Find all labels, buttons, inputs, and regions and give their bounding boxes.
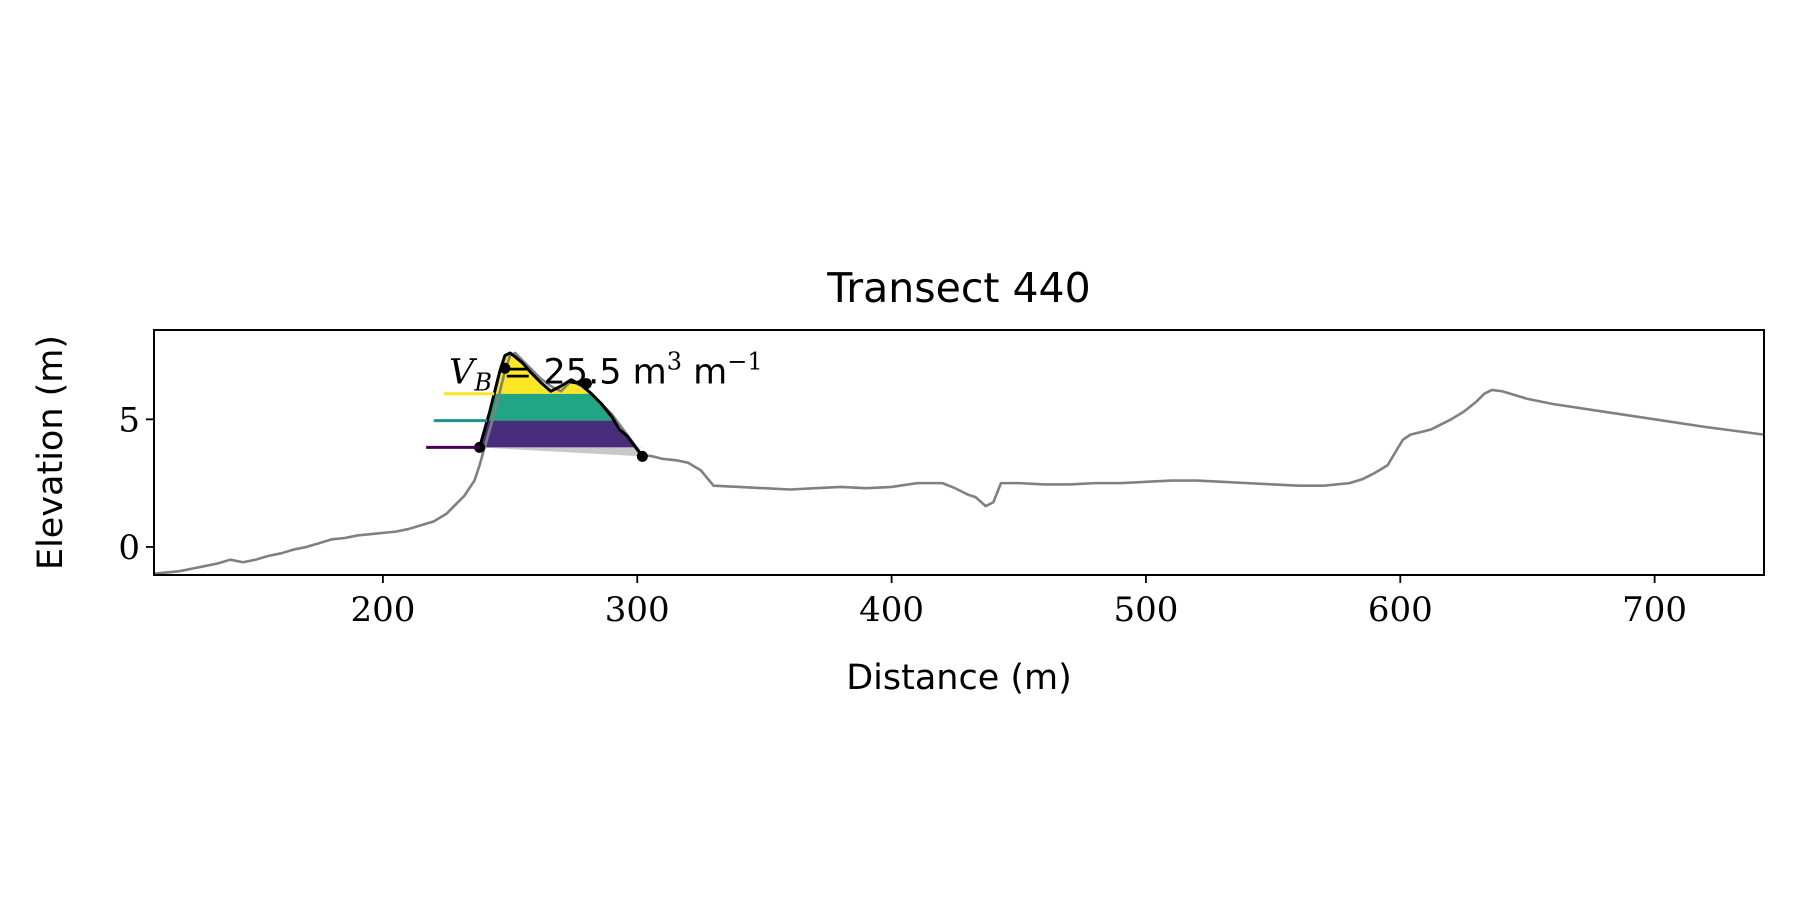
annotation-eq: =	[492, 353, 544, 393]
dune-marker-4	[636, 450, 648, 462]
annotation-unit2: m	[682, 353, 727, 393]
plot-area	[154, 351, 1764, 575]
x-tick-label: 300	[605, 590, 670, 630]
volume-annotation: VB = 25.5 m3 m−1	[449, 348, 763, 397]
x-tick-label: 500	[1113, 590, 1178, 630]
x-tick-label: 600	[1368, 590, 1433, 630]
annotation-value: 25.5	[544, 353, 622, 393]
chart-title: Transect 440	[826, 264, 1090, 312]
x-tick-label: 400	[859, 590, 924, 630]
annotation-sub: B	[473, 369, 492, 397]
elevation-band-2	[479, 393, 643, 421]
annotation-var: V	[449, 353, 478, 393]
y-axis-label: Elevation (m)	[31, 335, 71, 570]
y-axis-ticks: 05	[118, 400, 154, 568]
x-tick-label: 200	[350, 590, 415, 630]
y-tick-label: 0	[118, 528, 140, 568]
x-axis-ticks: 200 300 400 500 600 700	[350, 575, 1687, 630]
y-tick-label: 5	[118, 400, 140, 440]
annotation-unit1: m	[621, 353, 666, 393]
annotation-sup2: −1	[727, 348, 762, 376]
annotation-sup1: 3	[667, 348, 682, 376]
profile-line	[154, 351, 1764, 575]
x-tick-label: 700	[1622, 590, 1687, 630]
axes-frame	[153, 329, 1765, 576]
dune-outline	[478, 351, 644, 458]
x-axis-label: Distance (m)	[846, 658, 1072, 698]
dune-marker-2	[499, 362, 511, 374]
level-lines	[426, 392, 495, 449]
dune-marker-3	[580, 378, 592, 390]
